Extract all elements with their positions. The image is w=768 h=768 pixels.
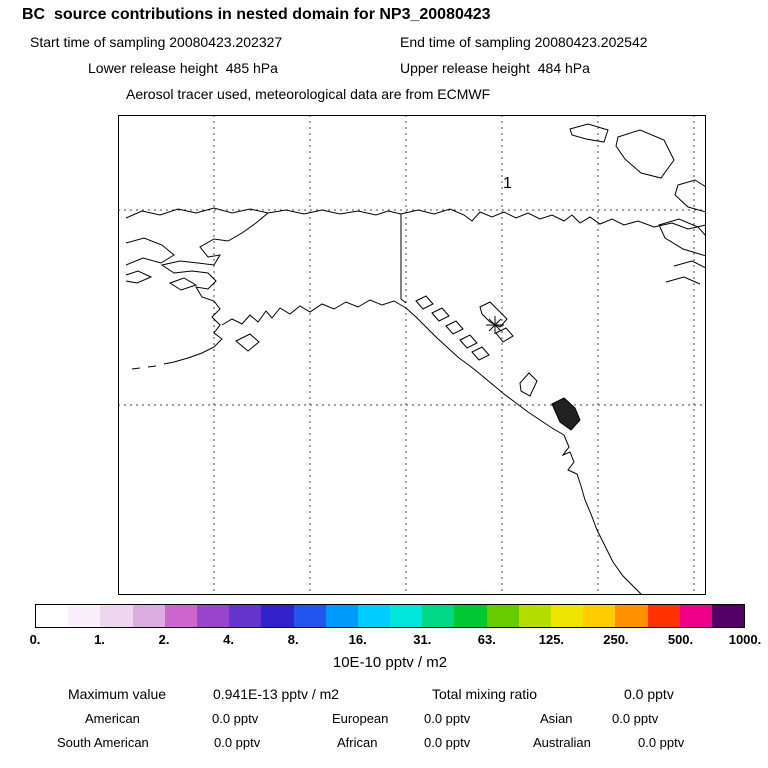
total-ratio-label: Total mixing ratio: [432, 686, 538, 702]
region-australian-value: 0.0 pptv: [638, 735, 685, 750]
colorbar-segment: [261, 605, 294, 627]
colorbar-segment: [293, 605, 326, 627]
start-time-text: Start time of sampling 20080423.202327: [30, 34, 283, 50]
region-american-label: American: [85, 711, 140, 726]
upper-release-text: Upper release height 484 hPa: [400, 60, 590, 76]
region-american-value: 0.0 pptv: [212, 711, 259, 726]
colorbar-segment: [518, 605, 551, 627]
map-canvas: 1: [118, 115, 707, 596]
colorbar-segment: [164, 605, 197, 627]
total-ratio-value: 0.0 pptv: [624, 686, 674, 702]
page-title: BC source contributions in nested domain…: [22, 6, 491, 23]
colorbar-segment: [422, 605, 455, 627]
colorbar-segment: [647, 605, 680, 627]
colorbar-unit-label: 10E-10 pptv / m2: [332, 654, 448, 671]
colorbar-tick: 31.: [413, 632, 432, 647]
colorbar-segment: [679, 605, 712, 627]
colorbar-tick: 8.: [287, 632, 299, 647]
end-time-text: End time of sampling 20080423.202542: [400, 34, 648, 50]
colorbar: [35, 604, 745, 628]
colorbar-tick: 16.: [348, 632, 367, 647]
colorbar-tick: 1000.: [728, 632, 762, 647]
region-asian-label: Asian: [540, 711, 573, 726]
region-african-value: 0.0 pptv: [424, 735, 471, 750]
colorbar-tick: 4.: [223, 632, 235, 647]
sampling-site-marker-icon: [486, 316, 504, 334]
region-south-american-label: South American: [57, 735, 149, 750]
colorbar-segment: [196, 605, 230, 627]
colorbar-segment: [551, 605, 584, 627]
lower-release-text: Lower release height 485 hPa: [88, 60, 278, 76]
colorbar-segment: [100, 605, 133, 627]
colorbar-tick: 63.: [477, 632, 496, 647]
colorbar-segment: [711, 605, 745, 627]
graticule-gridlines: [118, 115, 706, 595]
region-european-label: European: [332, 711, 389, 726]
region-asian-value: 0.0 pptv: [612, 711, 659, 726]
colorbar-tick-labels: 0. 1. 2. 4. 8. 16. 31. 63. 125. 250. 500. 1000.: [30, 632, 762, 648]
colorbar-segment: [36, 605, 69, 627]
colorbar-segment: [486, 605, 519, 627]
colorbar-segment: [583, 605, 616, 627]
colorbar-segment: [68, 605, 101, 627]
colorbar-tick: 250.: [603, 632, 629, 647]
region-african-label: African: [337, 735, 378, 750]
colorbar-segment: [357, 605, 391, 627]
colorbar-segment: [390, 605, 423, 627]
colorbar-segment: [229, 605, 262, 627]
release-point-label: 1: [503, 175, 512, 192]
region-australian-label: Australian: [533, 735, 591, 750]
colorbar-tick: 125.: [538, 632, 565, 647]
colorbar-tick: 500.: [667, 632, 694, 647]
coastline-outlines: [125, 123, 707, 596]
colorbar-segment: [454, 605, 487, 627]
colorbar-segment: [325, 605, 358, 627]
colorbar-segment: [615, 605, 648, 627]
statistics-block: Maximum value 0.941E-13 pptv / m2 Total …: [0, 686, 768, 768]
colorbar-segment: [132, 605, 165, 627]
max-value-label: Maximum value: [68, 686, 167, 702]
max-value-number: 0.941E-13 pptv / m2: [213, 686, 340, 702]
alaska-canada-border-line: [400, 214, 407, 304]
map-border: [118, 115, 706, 595]
colorbar-tick: 0.: [29, 632, 41, 647]
colorbar-tick: 2.: [158, 632, 170, 647]
region-south-american-value: 0.0 pptv: [214, 735, 261, 750]
region-european-value: 0.0 pptv: [424, 711, 471, 726]
tracer-info-text: Aerosol tracer used, meteorological data…: [126, 86, 491, 102]
map-panel: 1: [118, 115, 707, 596]
colorbar-tick: 1.: [94, 632, 105, 647]
